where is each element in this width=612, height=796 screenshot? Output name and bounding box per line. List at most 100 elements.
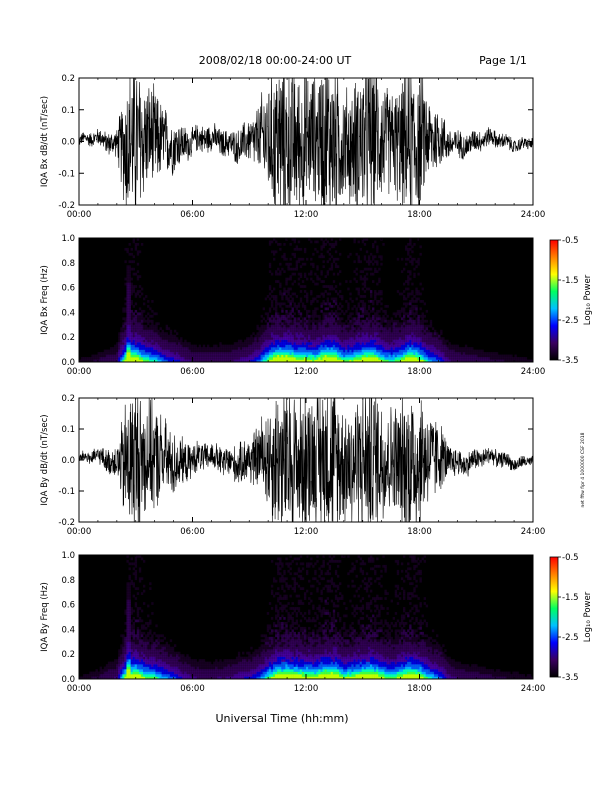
spectrogram-cell bbox=[141, 619, 143, 622]
spectrogram-cell bbox=[413, 332, 415, 335]
spectrogram-cell bbox=[139, 667, 141, 670]
spectrogram-cell bbox=[360, 355, 362, 358]
spectrogram-cell bbox=[184, 664, 186, 667]
spectrogram-cell bbox=[147, 622, 149, 625]
spectrogram-cell bbox=[139, 347, 141, 350]
spectrogram-cell bbox=[261, 644, 263, 647]
spectrogram-cell bbox=[203, 345, 205, 348]
spectrogram-cell bbox=[438, 355, 440, 358]
spectrogram-cell bbox=[333, 320, 335, 323]
spectrogram-cell bbox=[273, 253, 275, 256]
spectrogram-cell bbox=[124, 662, 126, 665]
spectrogram-cell bbox=[384, 335, 386, 338]
spectrogram-cell bbox=[298, 342, 300, 345]
spectrogram-cell bbox=[281, 622, 283, 625]
spectrogram-cell bbox=[302, 330, 304, 333]
spectrogram-cell bbox=[118, 662, 120, 665]
spectrogram-cell bbox=[285, 649, 287, 652]
spectrogram-cell bbox=[450, 355, 452, 358]
spectrogram-cell bbox=[312, 340, 314, 343]
spectrogram-cell bbox=[298, 327, 300, 330]
spectrogram-cell bbox=[281, 340, 283, 343]
spectrogram-cell bbox=[459, 355, 461, 358]
spectrogram-cell bbox=[372, 345, 374, 348]
spectrogram-cell bbox=[254, 357, 256, 360]
spectrogram-cell bbox=[378, 355, 380, 358]
spectrogram-cell bbox=[479, 355, 481, 358]
spectrogram-cell bbox=[358, 315, 360, 318]
spectrogram-cell bbox=[275, 624, 277, 627]
spectrogram-cell bbox=[118, 357, 120, 360]
spectrogram-cell bbox=[133, 342, 135, 345]
spectrogram-cell bbox=[188, 355, 190, 358]
spectrogram-cell bbox=[151, 322, 153, 325]
x-tick-label: 12:00 bbox=[294, 527, 319, 537]
spectrogram-cell bbox=[129, 320, 131, 323]
spectrogram-cell bbox=[393, 350, 395, 353]
spectrogram-cell bbox=[271, 315, 273, 318]
spectrogram-cell bbox=[85, 357, 87, 360]
spectrogram-cell bbox=[172, 649, 174, 652]
spectrogram-cell bbox=[283, 649, 285, 652]
spectrogram-cell bbox=[162, 345, 164, 348]
spectrogram-cell bbox=[403, 332, 405, 335]
spectrogram-cell bbox=[420, 342, 422, 345]
spectrogram-cell bbox=[155, 639, 157, 642]
spectrogram-cell bbox=[281, 342, 283, 345]
spectrogram-cell bbox=[413, 357, 415, 360]
spectrogram-cell bbox=[170, 647, 172, 650]
spectrogram-cell bbox=[428, 352, 430, 355]
spectrogram-cell bbox=[353, 327, 355, 330]
spectrogram-cell bbox=[124, 320, 126, 323]
spectrogram-cell bbox=[364, 305, 366, 308]
spectrogram-cell bbox=[271, 273, 273, 276]
spectrogram-cell bbox=[259, 345, 261, 348]
spectrogram-cell bbox=[325, 345, 327, 348]
spectrogram-cell bbox=[353, 260, 355, 263]
spectrogram-cell bbox=[331, 340, 333, 343]
spectrogram-cell bbox=[310, 337, 312, 340]
spectrogram-cell bbox=[289, 669, 291, 672]
spectrogram-cell bbox=[131, 657, 133, 660]
spectrogram-cell bbox=[174, 657, 176, 660]
spectrogram-cell bbox=[174, 654, 176, 657]
spectrogram-cell bbox=[349, 352, 351, 355]
spectrogram-cell bbox=[459, 357, 461, 360]
spectrogram-cell bbox=[143, 657, 145, 660]
spectrogram-cell bbox=[145, 325, 147, 328]
spectrogram-cell bbox=[378, 322, 380, 325]
spectrogram-cell bbox=[137, 637, 139, 640]
spectrogram-cell bbox=[325, 302, 327, 305]
spectrogram-cell bbox=[438, 342, 440, 345]
spectrogram-cell bbox=[172, 659, 174, 662]
spectrogram-cell bbox=[329, 332, 331, 335]
spectrogram-cell bbox=[283, 317, 285, 320]
spectrogram-cell bbox=[358, 350, 360, 353]
spectrogram-cell bbox=[135, 243, 137, 246]
spectrogram-cell bbox=[442, 347, 444, 350]
spectrogram-cell bbox=[323, 315, 325, 318]
spectrogram-cell bbox=[360, 345, 362, 348]
spectrogram-cell bbox=[327, 302, 329, 305]
spectrogram-cell bbox=[325, 327, 327, 330]
spectrogram-cell bbox=[417, 322, 419, 325]
spectrogram-cell bbox=[368, 340, 370, 343]
spectrogram-cell bbox=[323, 260, 325, 263]
spectrogram-cell bbox=[310, 340, 312, 343]
y-axis-label: IQA By dB/dt (nT/sec) bbox=[40, 414, 50, 505]
spectrogram-cell bbox=[389, 345, 391, 348]
spectrogram-cell bbox=[287, 305, 289, 308]
spectrogram-cell bbox=[143, 627, 145, 630]
spectrogram-cell bbox=[323, 240, 325, 243]
spectrogram-cell bbox=[339, 355, 341, 358]
spectrogram-cell bbox=[248, 345, 250, 348]
spectrogram-cell bbox=[300, 355, 302, 358]
spectrogram-cell bbox=[287, 674, 289, 677]
spectrogram-cell bbox=[166, 347, 168, 350]
spectrogram-cell bbox=[329, 345, 331, 348]
spectrogram-cell bbox=[360, 332, 362, 335]
spectrogram-cell bbox=[364, 278, 366, 281]
spectrogram-cell bbox=[157, 634, 159, 637]
spectrogram-cell bbox=[129, 567, 131, 570]
spectrogram-cell bbox=[244, 342, 246, 345]
